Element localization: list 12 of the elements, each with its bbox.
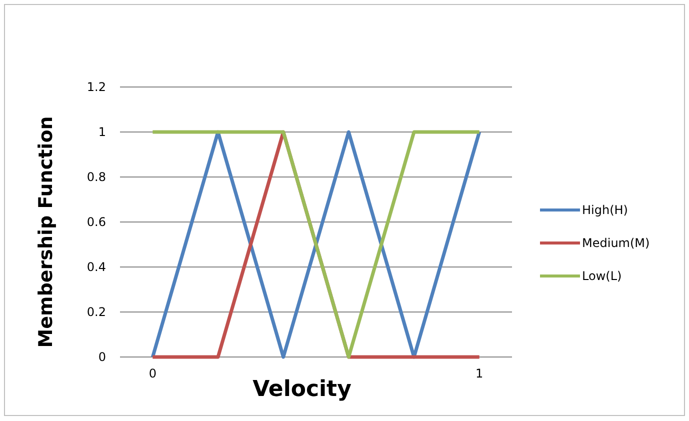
- y-tick-label: 0.8: [86, 170, 106, 184]
- y-axis-title: Membership Function: [35, 116, 57, 348]
- y-tick-label: 0: [98, 350, 106, 364]
- y-tick-label: 0.2: [86, 304, 106, 319]
- x-axis-title: Velocity: [252, 377, 352, 402]
- y-tick-label: 1.2: [86, 80, 106, 94]
- legend-label: Low(L): [582, 269, 622, 283]
- y-tick-label: 0.4: [86, 260, 106, 274]
- y-tick-label: 0.6: [86, 214, 106, 229]
- legend-label: High(H): [582, 203, 628, 217]
- legend-label: Medium(M): [582, 236, 650, 250]
- y-tick-label: 1: [98, 124, 106, 139]
